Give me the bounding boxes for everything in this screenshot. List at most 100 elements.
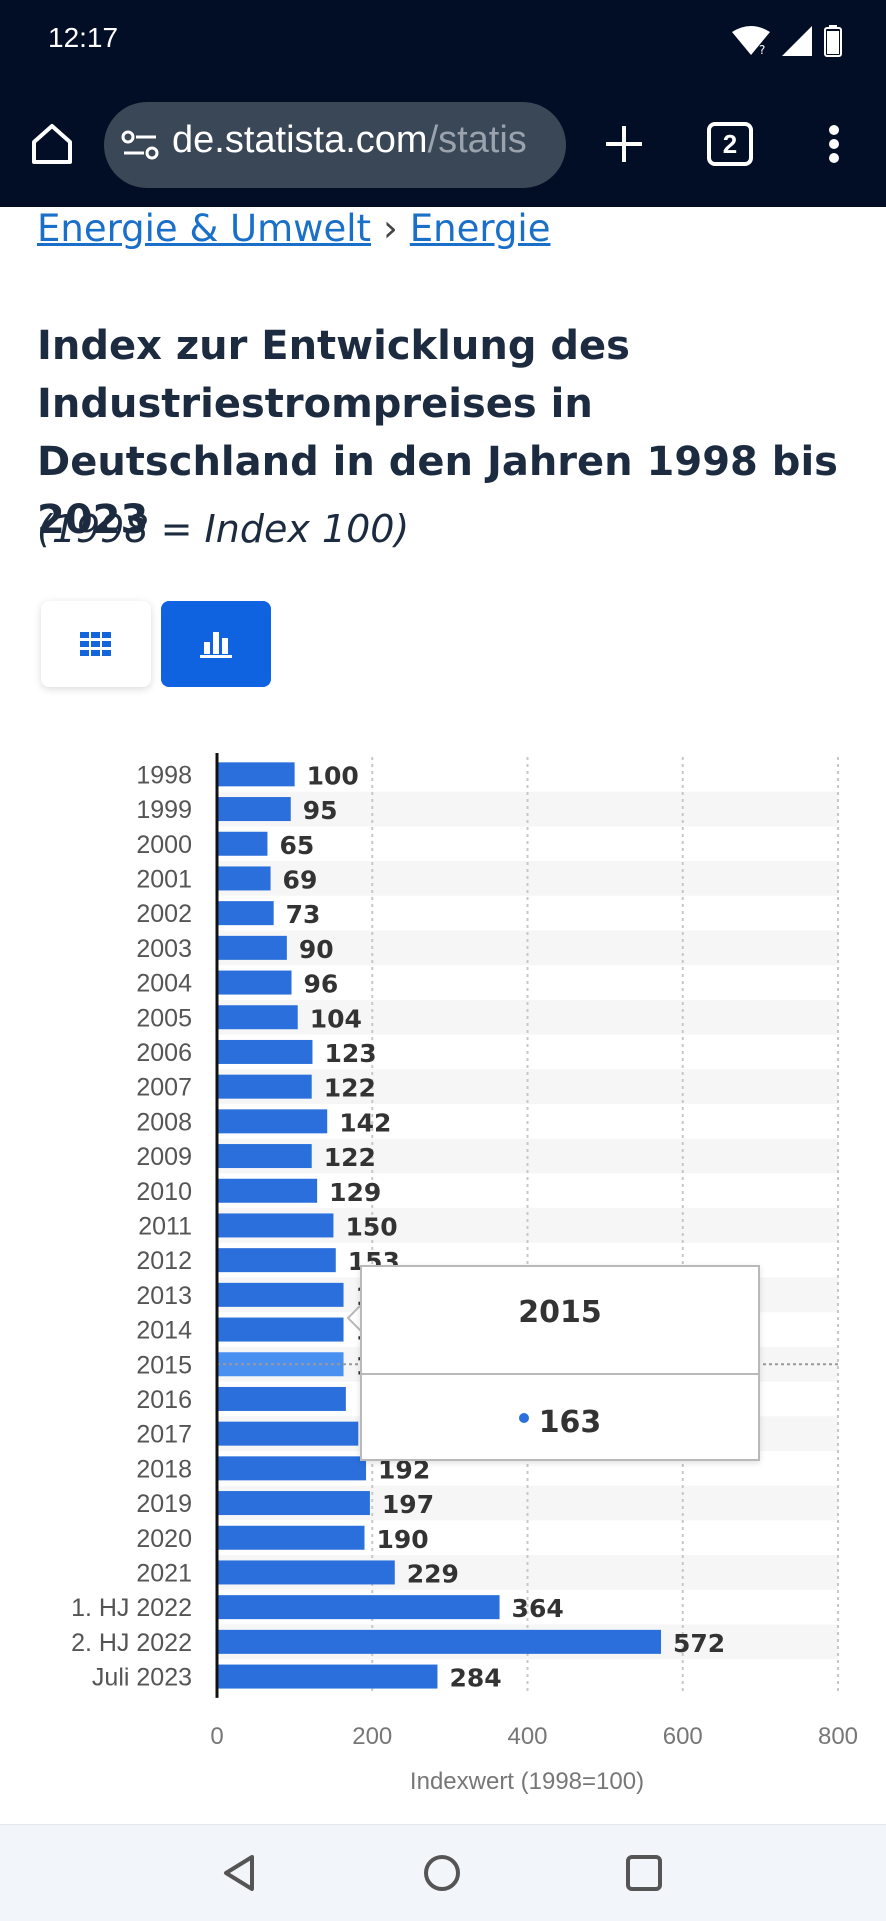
data-label: 73 [286,900,321,929]
bar[interactable] [217,1456,367,1481]
data-label: 104 [310,1004,362,1033]
data-label: 122 [324,1143,376,1172]
site-settings-icon[interactable] [120,127,160,163]
status-bar: 12:17 ? [0,0,886,80]
signal-icon [782,26,812,56]
bar[interactable] [217,831,268,856]
bar[interactable] [217,1386,346,1411]
bar[interactable] [217,1178,318,1203]
data-label: 95 [303,796,338,825]
data-label: 96 [304,970,339,999]
svg-text:?: ? [759,43,765,56]
x-tick-label: 200 [352,1723,392,1750]
x-tick-label: 800 [818,1723,858,1750]
bar[interactable] [217,1074,312,1099]
bar[interactable] [217,1595,500,1620]
category-label: 2010 [136,1178,192,1206]
data-label: 197 [382,1490,434,1519]
category-label: 2009 [136,1143,192,1171]
category-label: 2011 [138,1212,192,1240]
data-label: 190 [376,1525,428,1554]
status-time: 12:17 [48,22,119,53]
bar[interactable] [217,970,292,995]
bar[interactable] [217,1248,336,1273]
category-label: 2001 [136,865,192,893]
browser-toolbar: de.statista.com/statis 2 [0,80,886,207]
bar-chart-icon [200,632,232,658]
bar[interactable] [217,935,287,960]
bar[interactable] [217,1109,328,1134]
chart-tooltip: 2015 163 [360,1265,760,1461]
data-label: 364 [512,1594,564,1623]
x-tick-label: 400 [507,1723,547,1750]
bar[interactable] [217,1282,344,1307]
bar[interactable] [217,1005,298,1030]
url-path: /statis [427,119,527,161]
home-icon[interactable] [28,120,76,168]
category-label: 2017 [136,1421,192,1449]
table-view-button[interactable] [41,601,151,687]
category-label: 2015 [136,1351,192,1379]
category-label: 2016 [136,1386,192,1414]
bar[interactable] [217,1144,312,1169]
category-label: 1. HJ 2022 [71,1594,192,1622]
breadcrumb: Energie & Umwelt › Energie [37,207,550,250]
tab-count: 2 [722,128,738,159]
bar[interactable] [217,866,271,891]
table-grid-icon [80,632,111,656]
bar[interactable] [217,1317,344,1342]
bar[interactable] [217,1213,334,1238]
page-subtitle: (1998 = Index 100) [37,507,410,551]
tab-switcher-button[interactable]: 2 [707,122,753,166]
category-label: 1998 [136,761,192,789]
new-tab-icon[interactable] [600,120,648,168]
tooltip-value-row: 163 [362,1405,758,1440]
data-label: 229 [407,1559,459,1588]
bar[interactable] [217,762,295,787]
bar[interactable] [217,1525,365,1550]
data-label: 142 [339,1108,391,1137]
category-label: 2013 [136,1282,192,1310]
url-bar[interactable]: de.statista.com/statis [104,102,566,188]
data-label: 69 [283,865,318,894]
category-label: 1999 [136,796,192,824]
bar[interactable] [217,1352,344,1377]
overflow-menu-icon[interactable] [816,120,852,168]
series-dot [518,1412,529,1423]
recents-icon[interactable] [624,1853,664,1893]
breadcrumb-separator: › [383,207,398,250]
bar[interactable] [217,901,274,926]
bar[interactable] [217,1039,313,1064]
data-label: 129 [329,1178,381,1207]
bar[interactable] [217,1491,370,1516]
category-label: 2006 [136,1039,192,1067]
tooltip-value: 163 [538,1405,602,1440]
bar[interactable] [217,1664,438,1689]
home-nav-icon[interactable] [422,1853,462,1893]
back-icon[interactable] [220,1853,260,1893]
status-icons: ? [732,24,842,58]
data-label: 150 [345,1212,397,1241]
category-label: 2019 [136,1490,192,1518]
data-label: 284 [449,1664,501,1693]
chart-view-button[interactable] [161,601,271,687]
data-label: 122 [324,1074,376,1103]
page-title: Index zur Entwicklung des Industriestrom… [37,323,838,543]
category-label: 2004 [136,970,192,998]
category-label: 2021 [136,1559,192,1587]
category-label: 2018 [136,1455,192,1483]
breadcrumb-link-energie[interactable]: Energie [409,207,551,250]
category-label: 2005 [136,1004,192,1032]
system-navigation-bar [0,1824,886,1921]
page-content: Energie & Umwelt › Energie Index zur Entwi… [0,207,886,1824]
bar[interactable] [217,797,291,822]
x-axis-title: Indexwert (1998=100) [410,1768,644,1795]
data-label: 572 [673,1629,725,1658]
data-label: 90 [299,935,334,964]
bar[interactable] [217,1629,662,1654]
category-label: 2000 [136,831,192,859]
bar[interactable] [217,1560,395,1585]
category-label: 2014 [136,1317,192,1345]
bar[interactable] [217,1421,359,1446]
breadcrumb-link-energie-umwelt[interactable]: Energie & Umwelt [37,207,371,250]
